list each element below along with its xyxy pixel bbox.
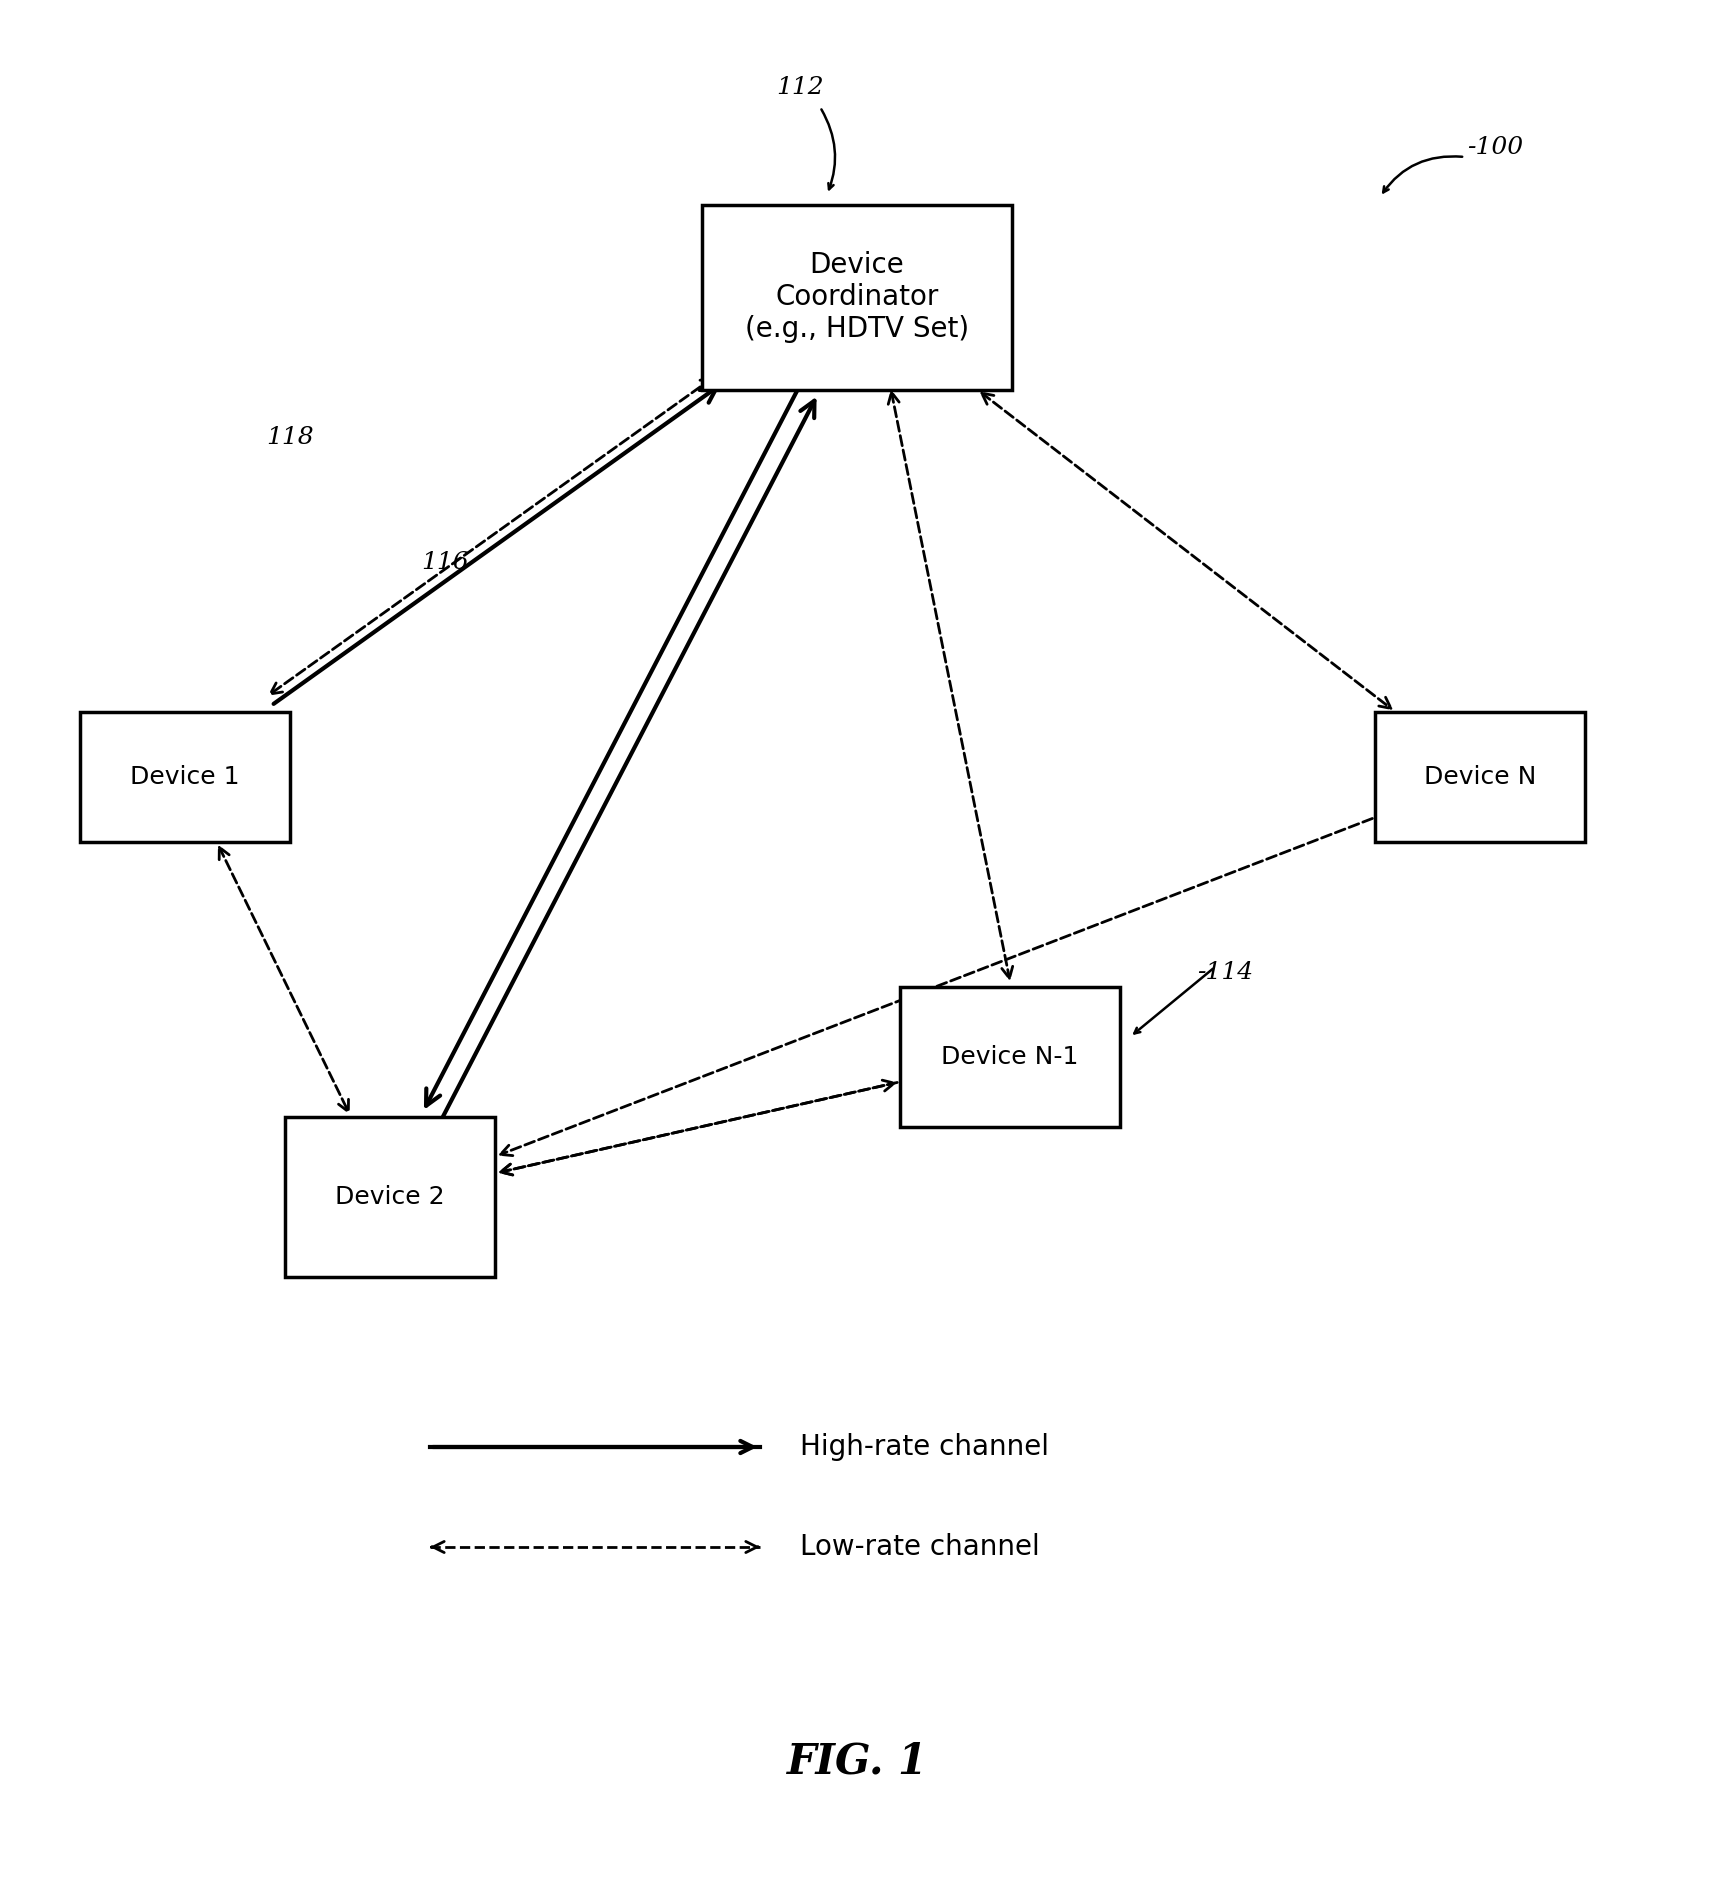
Text: FIG. 1: FIG. 1 <box>787 1742 927 1783</box>
Text: Low-rate channel: Low-rate channel <box>800 1534 1040 1562</box>
Text: 118: 118 <box>266 426 314 449</box>
Text: Device 1: Device 1 <box>130 766 240 788</box>
Text: 116: 116 <box>422 550 470 574</box>
FancyBboxPatch shape <box>285 1117 495 1276</box>
Text: High-rate channel: High-rate channel <box>800 1432 1049 1460</box>
FancyBboxPatch shape <box>900 987 1119 1126</box>
Text: Device 2: Device 2 <box>336 1184 446 1209</box>
FancyBboxPatch shape <box>1375 711 1585 843</box>
Text: Device
Coordinator
(e.g., HDTV Set): Device Coordinator (e.g., HDTV Set) <box>746 252 968 343</box>
Text: Device N-1: Device N-1 <box>941 1045 1078 1070</box>
Text: -100: -100 <box>1467 135 1524 158</box>
FancyBboxPatch shape <box>703 205 1011 390</box>
FancyBboxPatch shape <box>81 711 290 843</box>
Text: Device N: Device N <box>1424 766 1536 788</box>
Text: -114: -114 <box>1196 961 1253 984</box>
Text: 112: 112 <box>776 75 824 98</box>
